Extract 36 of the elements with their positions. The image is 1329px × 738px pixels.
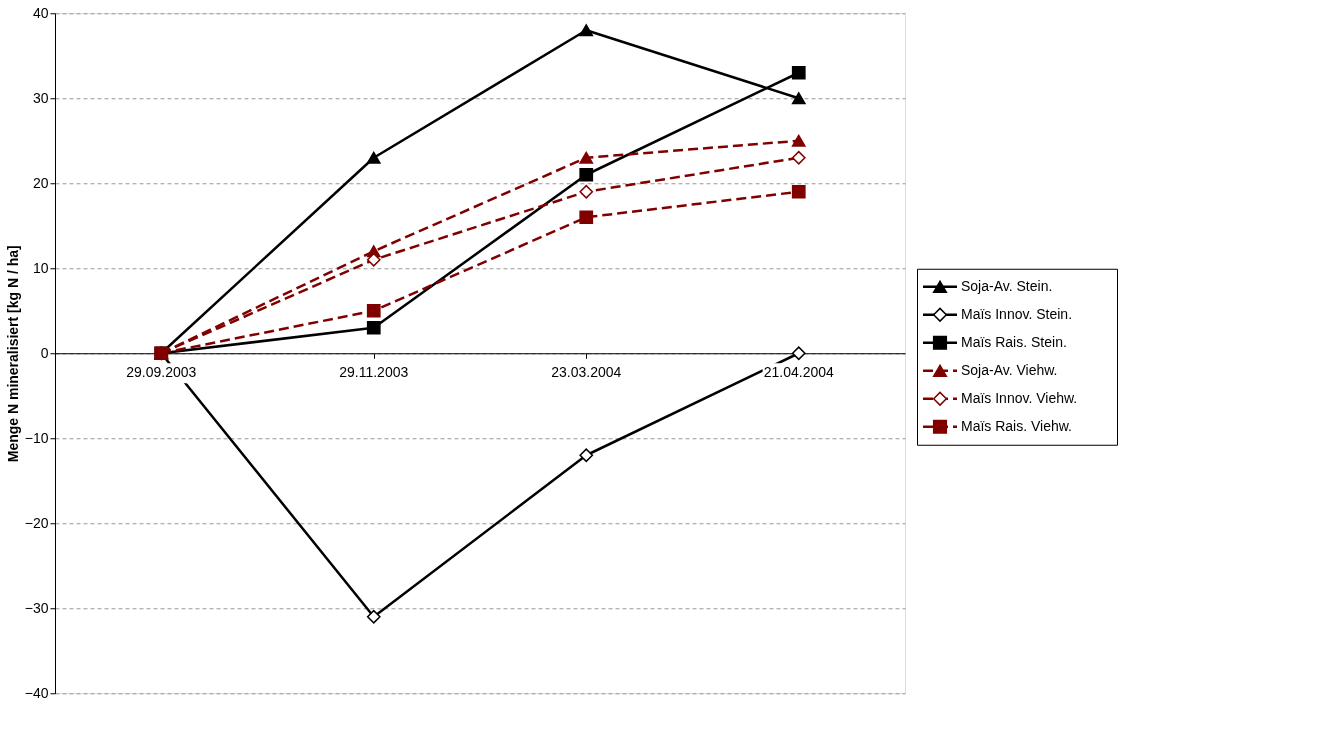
legend-label: Maïs Innov. Stein. xyxy=(961,305,1073,322)
y-tick-label: −20 xyxy=(24,514,49,531)
point xyxy=(579,151,594,164)
y-tick-label: −10 xyxy=(24,429,49,446)
point xyxy=(579,184,594,199)
y-tick-label: 30 xyxy=(32,89,49,106)
legend-label: Soja-Av. Viehw. xyxy=(961,361,1058,378)
y-tick-label: 20 xyxy=(32,174,49,191)
x-tick-label: 23.03.2004 xyxy=(551,364,622,381)
y-axis-title: Menge N mineralisiert [kg N / ha] xyxy=(4,245,21,463)
point xyxy=(791,346,806,361)
legend-label: Maïs Rais. Stein. xyxy=(961,333,1067,350)
y-tick-label: −40 xyxy=(24,684,49,701)
point xyxy=(366,151,381,164)
x-tick-label: 21.04.2004 xyxy=(763,364,834,381)
point xyxy=(579,167,594,182)
point xyxy=(579,448,594,463)
point xyxy=(791,150,806,165)
legend-label: Maïs Rais. Viehw. xyxy=(961,417,1073,434)
legend-label: Soja-Av. Stein. xyxy=(961,277,1053,294)
y-tick-label: 40 xyxy=(32,4,49,21)
point xyxy=(579,24,594,37)
point xyxy=(579,210,594,225)
point xyxy=(791,92,806,105)
x-tick-label: 29.09.2003 xyxy=(126,364,197,381)
point xyxy=(791,65,806,80)
point xyxy=(791,134,806,147)
y-tick-label: 0 xyxy=(40,344,49,361)
y-tick-label: 10 xyxy=(32,259,49,276)
point xyxy=(366,320,381,335)
point xyxy=(791,184,806,199)
point xyxy=(366,609,381,624)
y-tick-label: −30 xyxy=(24,599,49,616)
legend-label: Maïs Innov. Viehw. xyxy=(961,389,1078,406)
point xyxy=(366,303,381,318)
x-tick-label: 29.11.2003 xyxy=(339,364,409,381)
